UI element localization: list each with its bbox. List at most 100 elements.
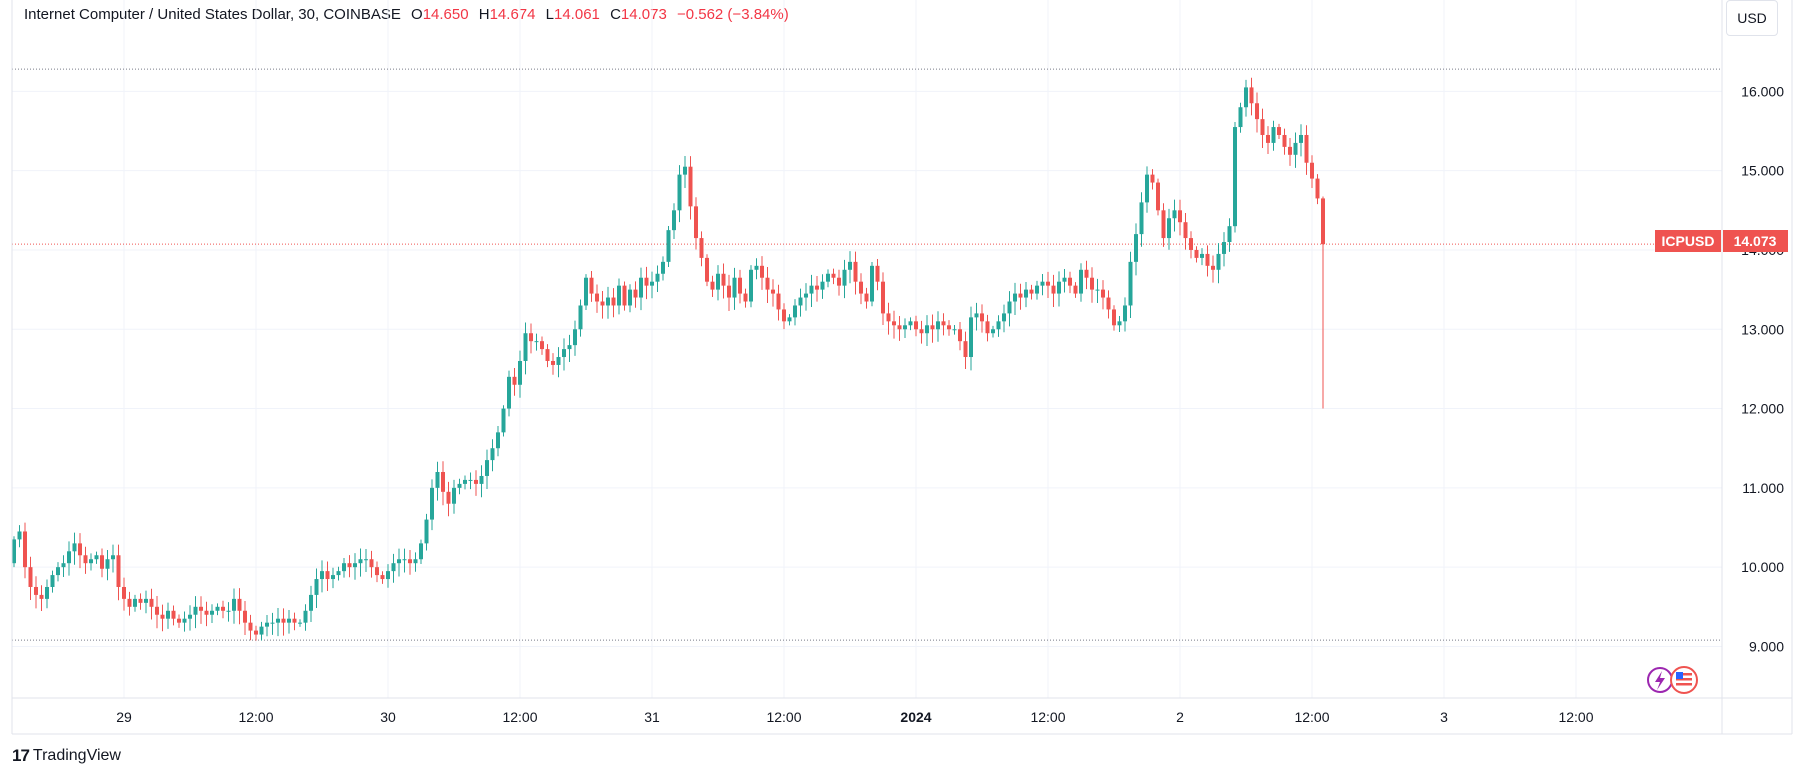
tradingview-logo[interactable]: 17 TradingView <box>12 746 121 766</box>
candle <box>336 566 341 581</box>
candle-body <box>441 472 445 492</box>
candle-body <box>1227 226 1232 243</box>
candle-body <box>1255 103 1259 120</box>
candle <box>215 603 220 616</box>
candle-body <box>358 559 363 564</box>
candle-body <box>1233 127 1237 227</box>
candle <box>149 588 154 620</box>
candle <box>83 546 88 574</box>
candle <box>578 299 583 337</box>
candle <box>1266 126 1270 155</box>
candle <box>925 315 929 346</box>
lightning-icon[interactable] <box>1647 667 1673 693</box>
candle-body <box>1128 261 1133 306</box>
candle <box>710 275 715 298</box>
candle-body <box>848 261 852 270</box>
candle-body <box>815 285 819 290</box>
candle <box>303 604 308 631</box>
candle-body <box>903 325 907 330</box>
candle-body <box>573 329 577 346</box>
candle <box>864 287 869 309</box>
candle-body <box>958 329 962 342</box>
candle-body <box>518 360 522 385</box>
candle <box>622 281 627 311</box>
candle-body <box>298 622 302 624</box>
candle-body <box>1293 142 1298 155</box>
candle <box>265 615 269 637</box>
candle <box>122 577 126 611</box>
price-tick-label: 13.000 <box>1741 321 1784 337</box>
candle-body <box>622 285 627 306</box>
time-tick-label: 2024 <box>900 709 931 725</box>
candle-body <box>67 551 71 564</box>
candle <box>534 333 539 351</box>
price-tick-label: 9.000 <box>1749 638 1784 654</box>
candle <box>237 588 242 625</box>
candle <box>798 288 803 317</box>
currency-button[interactable]: USD <box>1726 0 1778 36</box>
candle-body <box>309 594 313 611</box>
candle <box>259 621 264 641</box>
candle-body <box>947 325 951 330</box>
candle-body <box>276 618 280 623</box>
candle <box>523 322 528 375</box>
candle-body <box>1117 321 1122 326</box>
candle <box>1178 199 1182 236</box>
candle-body <box>661 261 665 274</box>
candle <box>512 368 517 396</box>
candle-body <box>1062 277 1067 282</box>
candle-body <box>1321 198 1325 245</box>
candle-body <box>474 479 478 484</box>
time-axis: 29 12:00 30 12:00 31 12:00 2024 12:00 2 12:00 3 12:… <box>116 709 1594 725</box>
candle <box>1238 102 1243 133</box>
candle-body <box>391 563 396 572</box>
candle <box>56 562 60 582</box>
candle <box>320 560 324 593</box>
candle <box>160 604 165 632</box>
candle <box>1024 281 1028 308</box>
candle-body <box>523 333 528 361</box>
candle <box>600 290 605 319</box>
candle-body <box>804 293 808 298</box>
candle <box>133 594 137 612</box>
candle-body <box>1123 305 1127 322</box>
candle-body <box>28 567 33 587</box>
legend-title: Internet Computer / United States Dollar… <box>24 6 401 23</box>
candle-body <box>215 606 220 611</box>
candle <box>369 550 374 578</box>
candle-body <box>765 277 770 290</box>
candle-body <box>919 329 924 334</box>
candle <box>738 269 742 304</box>
us-flag-icon[interactable] <box>1670 666 1698 694</box>
candle <box>452 479 456 514</box>
candle-body <box>237 598 242 611</box>
candle <box>639 267 643 311</box>
candle <box>881 272 885 325</box>
candle-body <box>226 610 231 612</box>
legend-close-label: C <box>610 6 621 23</box>
candle-body <box>138 598 143 603</box>
candle-body <box>782 309 786 322</box>
candle <box>1277 123 1281 139</box>
candle-body <box>886 313 891 322</box>
candle-body <box>771 289 775 294</box>
candle <box>1117 316 1122 332</box>
candle-body <box>303 610 308 623</box>
candle-body <box>941 321 946 326</box>
candle-body <box>1090 277 1094 290</box>
candle-body <box>826 273 830 282</box>
candle-body <box>397 559 401 564</box>
candle-body <box>402 559 407 561</box>
candle <box>903 318 907 338</box>
candle <box>787 314 792 326</box>
candle-body <box>1002 313 1006 322</box>
candle <box>408 549 412 575</box>
candle <box>1288 138 1292 166</box>
candle <box>45 579 49 609</box>
candle <box>507 370 511 417</box>
candles <box>12 77 1325 641</box>
candle <box>837 269 841 296</box>
candle-body <box>787 317 792 322</box>
candle <box>78 533 82 569</box>
